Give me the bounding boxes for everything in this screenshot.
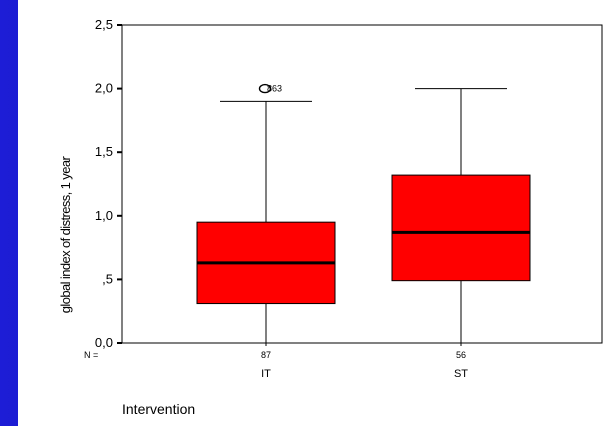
box-it: 863 (196, 83, 336, 344)
y-tick-label: ,5 (102, 271, 113, 286)
y-tick-label: 0,0 (95, 335, 113, 350)
x-axis: 87 IT 56 ST (261, 343, 468, 380)
n-label: N = (84, 350, 98, 360)
box-st (391, 88, 531, 344)
y-tick-label: 1,0 (95, 208, 113, 223)
n-count: 56 (456, 350, 466, 360)
boxes: 863 (196, 83, 531, 344)
iqr-box (391, 174, 531, 282)
x-axis-label: Intervention (122, 401, 195, 417)
outlier-label: 863 (267, 84, 282, 94)
y-tick-label: 2,0 (95, 81, 113, 96)
n-count: 87 (261, 350, 271, 360)
y-axis: 0,0 ,5 1,0 1,5 2,0 2,5 (95, 17, 122, 350)
x-tick-label: ST (454, 368, 468, 380)
y-axis-label: global index of distress, 1 year (58, 156, 73, 314)
y-tick-label: 2,5 (95, 17, 113, 32)
x-tick-label: IT (261, 368, 271, 380)
outlier-marker (258, 83, 272, 94)
plot-frame (121, 24, 603, 344)
y-tick-label: 1,5 (95, 144, 113, 159)
